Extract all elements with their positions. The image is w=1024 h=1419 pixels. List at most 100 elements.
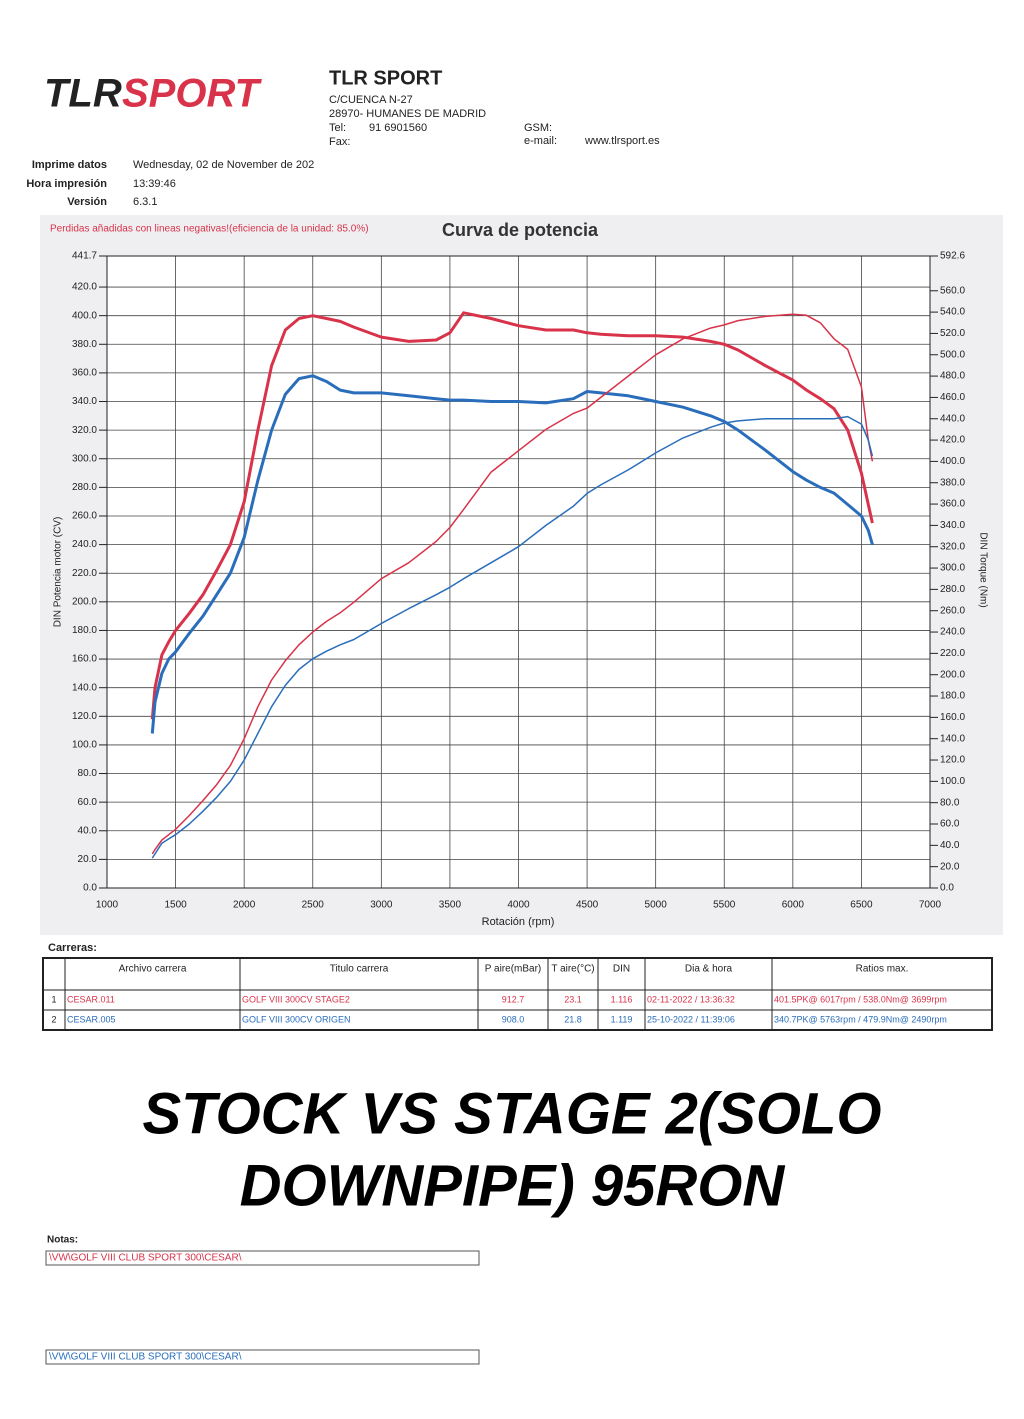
email-label: e-mail: <box>524 135 557 147</box>
y2-tick-label: 400.0 <box>940 456 965 467</box>
y-tick-label: 20.0 <box>78 854 98 865</box>
note-box <box>45 1250 480 1266</box>
y-tick-label: 400.0 <box>72 310 97 321</box>
logo-tlr: TLR <box>44 72 122 116</box>
table-cell: 1.116 <box>611 994 633 1004</box>
info-value: Wednesday, 02 de November de 202 <box>133 159 314 171</box>
y-tick-label: 180.0 <box>72 625 97 636</box>
headline: DOWNPIPE) 95RON <box>240 1153 786 1218</box>
plot-frame <box>106 255 931 889</box>
y-tick-label: 80.0 <box>78 768 98 779</box>
y-tick-label: 120.0 <box>72 711 97 722</box>
y-tick-label: 200.0 <box>72 596 97 607</box>
table-header: Archivo carrera <box>119 964 187 975</box>
table-cell: CESAR.005 <box>67 1014 116 1024</box>
table-cell: GOLF VIII 300CV ORIGEN <box>242 1014 351 1024</box>
y2-tick-label: 300.0 <box>940 563 965 574</box>
y-tick-label: 220.0 <box>72 568 97 579</box>
y2-tick-label: 260.0 <box>940 605 965 616</box>
y-tick-label: 40.0 <box>78 825 98 836</box>
y2-tick-label: 100.0 <box>940 776 965 787</box>
notes-label: Notas: <box>47 1235 78 1246</box>
table-header: T aire(°C) <box>551 964 594 975</box>
y2-tick-label: 340.0 <box>940 520 965 531</box>
table-cell: CESAR.011 <box>67 994 115 1004</box>
address: 28970- HUMANES DE MADRID <box>329 108 486 120</box>
y2-tick-label: 120.0 <box>940 755 965 766</box>
table-cell: 23.1 <box>564 994 582 1004</box>
y2-tick-label: 220.0 <box>940 648 965 659</box>
x-tick-label: 2500 <box>302 900 325 911</box>
curve <box>150 374 874 734</box>
chart-note: Perdidas añadidas con lineas negativas!(… <box>50 224 369 235</box>
y2-tick-label: 460.0 <box>940 392 965 403</box>
table-header: DIN <box>613 964 630 975</box>
curve <box>151 313 874 855</box>
y2-tick-label: 520.0 <box>940 328 965 339</box>
y-tick-label: 0.0 <box>83 883 97 894</box>
y-tick-label: 380.0 <box>72 339 97 350</box>
x-tick-label: 6000 <box>782 900 805 911</box>
plot: 1000 1500 2000 2500 3000 3500 4000 4500 5000 5500… <box>72 251 965 911</box>
y-tick-label: 280.0 <box>72 482 97 493</box>
y2-tick-label: 320.0 <box>940 541 965 552</box>
table: Archivo carrera Titulo carrera P aire(mBar… <box>42 957 993 1031</box>
y2-tick-label: 420.0 <box>940 435 965 446</box>
y2-tick-label: 560.0 <box>940 285 965 296</box>
y-tick-label: 420.0 <box>72 282 97 293</box>
x-tick-label: 2000 <box>233 900 256 911</box>
y-tick-label: 160.0 <box>72 654 97 665</box>
info-value: 6.3.1 <box>133 196 157 208</box>
y-tick-label: 60.0 <box>78 797 98 808</box>
y2-tick-label: 140.0 <box>940 733 965 744</box>
y2-tick-label: 540.0 <box>940 307 965 318</box>
y2-tick-label: 380.0 <box>940 477 965 488</box>
table-cell: 340.7PK@ 5763rpm / 479.9Nm@ 2490rpm <box>774 1014 947 1024</box>
y2-tick-label: 200.0 <box>940 669 965 680</box>
y2-tick-label: 500.0 <box>940 349 965 360</box>
info-label: Versión <box>67 196 107 208</box>
y-tick-label: 240.0 <box>72 539 97 550</box>
table-cell: 908.0 <box>502 1014 525 1024</box>
table-cell: GOLF VIII 300CV STAGE2 <box>242 994 350 1004</box>
table-cell: 2 <box>51 1014 56 1024</box>
y2-tick-label: 40.0 <box>940 840 960 851</box>
x-axis-label: Rotación (rpm) <box>482 916 555 928</box>
fax-label: Fax: <box>329 136 350 148</box>
table-frame <box>42 957 993 1031</box>
y2-tick-label: 440.0 <box>940 413 965 424</box>
info-label: Hora impresión <box>26 178 107 190</box>
y-tick-label: 360.0 <box>72 368 97 379</box>
y2-tick-label: 180.0 <box>940 691 965 702</box>
chart-title: Curva de potencia <box>442 220 599 240</box>
x-tick-label: 3500 <box>439 900 462 911</box>
curve <box>150 311 874 720</box>
x-tick-label: 3000 <box>370 900 393 911</box>
y2-tick-label: 360.0 <box>940 499 965 510</box>
y-tick-label: 300.0 <box>72 453 97 464</box>
table-header: P aire(mBar) <box>485 964 542 975</box>
company: TLR SPORT <box>329 67 442 89</box>
runs-label: Carreras: <box>48 942 97 954</box>
x-tick-label: 5000 <box>645 900 668 911</box>
headline: STOCK VS STAGE 2(SOLO <box>142 1081 881 1146</box>
y2-tick-label: 80.0 <box>940 797 960 808</box>
y2-tick-label: 60.0 <box>940 819 960 830</box>
y2-tick-label: 240.0 <box>940 627 965 638</box>
x-tick-label: 6500 <box>850 900 873 911</box>
address: C/CUENCA N-27 <box>329 94 413 106</box>
curve <box>151 415 874 859</box>
y-tick-label: 441.7 <box>72 251 97 262</box>
y-tick-label: 100.0 <box>72 740 97 751</box>
note-box <box>45 1349 480 1365</box>
table-cell: 1 <box>51 994 56 1004</box>
y2-tick-label: 480.0 <box>940 371 965 382</box>
y2-tick-label: 592.6 <box>940 251 965 262</box>
info-label: Imprime datos <box>32 159 107 171</box>
web: www.tlrsport.es <box>584 135 660 147</box>
table-header: Ratios max. <box>856 964 909 975</box>
y2-axis-label: DIN Torque (Nm) <box>977 532 988 607</box>
gsm-label: GSM: <box>524 122 552 134</box>
